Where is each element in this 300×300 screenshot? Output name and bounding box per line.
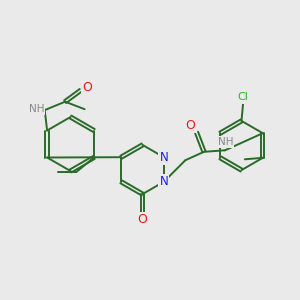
Text: O: O [186,119,195,132]
Text: N: N [159,151,168,164]
Text: NH: NH [218,137,233,147]
Text: O: O [138,213,147,226]
Text: N: N [159,175,168,188]
Text: O: O [82,81,92,94]
Text: NH: NH [28,103,44,114]
Text: Cl: Cl [238,92,248,103]
